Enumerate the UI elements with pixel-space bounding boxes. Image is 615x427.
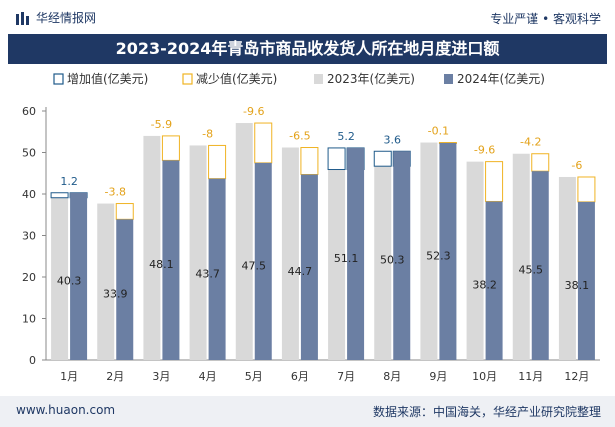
bar-2023 <box>420 142 438 360</box>
legend-2023-swatch <box>314 74 323 84</box>
legend-2023-label: 2023年(亿美元) <box>327 71 415 86</box>
change-label: -4.2 <box>520 136 541 149</box>
change-label: -3.8 <box>105 186 126 199</box>
bar-2024 <box>162 160 180 360</box>
value-label-2024: 47.5 <box>242 259 267 272</box>
value-label-2024: 38.2 <box>472 279 497 292</box>
x-tick-label: 1月 <box>60 370 78 383</box>
x-tick-label: 10月 <box>472 370 497 383</box>
bar-2023 <box>143 135 161 360</box>
decrease-box <box>300 147 319 175</box>
y-tick-label: 50 <box>22 147 36 160</box>
legend-decrease-swatch <box>182 73 193 85</box>
bar-2024 <box>208 178 226 360</box>
bar-2023 <box>281 147 299 360</box>
change-label: 3.6 <box>384 133 402 146</box>
bar-2023 <box>558 176 576 360</box>
x-tick-label: 9月 <box>429 370 447 383</box>
y-tick-label: 0 <box>29 354 36 367</box>
bar-2024 <box>393 151 411 360</box>
brand-logo-icon <box>16 11 30 25</box>
y-tick-label: 30 <box>22 230 36 243</box>
value-label-2024: 45.5 <box>519 264 544 277</box>
bar-2024 <box>439 142 457 360</box>
data-source: 数据来源：中国海关，华经产业研究院整理 <box>372 405 601 419</box>
top-bar: 华经情报网 专业严谨 • 客观科学 <box>0 0 615 34</box>
legend-increase-swatch <box>53 73 64 85</box>
value-label-2024: 40.3 <box>57 274 82 287</box>
bar-2024 <box>531 171 549 360</box>
decrease-box <box>577 176 596 203</box>
bar-2024 <box>347 147 365 360</box>
x-tick-label: 4月 <box>199 370 217 383</box>
legend-decrease-label: 减少值(亿美元) <box>196 71 277 86</box>
bar-2023 <box>512 153 530 360</box>
bar-2024 <box>485 201 503 360</box>
brand-name: 华经情报网 <box>36 11 97 25</box>
value-label-2024: 38.1 <box>565 279 590 292</box>
bar-2023 <box>97 203 115 360</box>
bar-2024 <box>70 192 88 360</box>
change-label: -0.1 <box>428 125 449 138</box>
bar-2023 <box>328 169 346 360</box>
value-label-2024: 51.1 <box>334 252 359 265</box>
change-label: -6.5 <box>289 130 310 143</box>
y-tick-label: 20 <box>22 271 36 284</box>
value-label-2024: 43.7 <box>195 267 220 280</box>
x-tick-label: 12月 <box>564 370 589 383</box>
x-tick-label: 5月 <box>245 370 263 383</box>
y-tick-label: 60 <box>22 105 36 118</box>
x-tick-label: 6月 <box>291 370 309 383</box>
change-label: -6 <box>571 159 582 172</box>
bar-2023 <box>51 197 69 360</box>
decrease-box <box>208 144 227 180</box>
decrease-box <box>531 153 550 172</box>
decrease-box <box>254 122 273 164</box>
bar-2024 <box>116 219 134 360</box>
increase-box-left <box>50 192 69 199</box>
change-label: -9.6 <box>243 105 264 118</box>
increase-box-left <box>327 147 346 171</box>
x-tick-label: 11月 <box>518 370 543 383</box>
value-label-2024: 50.3 <box>380 254 405 267</box>
brand[interactable]: 华经情报网 <box>16 9 96 26</box>
change-label: 5.2 <box>337 130 355 143</box>
bar-2024 <box>300 174 318 360</box>
legend-2024-swatch <box>444 74 453 84</box>
bar-2023 <box>466 161 484 360</box>
tagline: 专业严谨 • 客观科学 <box>490 12 601 26</box>
bar-2024 <box>254 162 272 360</box>
bar-2023 <box>189 145 207 360</box>
y-tick-label: 10 <box>22 313 36 326</box>
bar-2023 <box>374 166 392 360</box>
value-label-2024: 33.9 <box>103 288 128 301</box>
legend-increase-label: 增加值(亿美元) <box>67 71 148 86</box>
x-tick-label: 7月 <box>337 370 355 383</box>
decrease-box <box>485 161 504 202</box>
website-link[interactable]: www.huaon.com <box>16 403 116 417</box>
value-label-2024: 52.3 <box>426 249 451 262</box>
chart-title: 2023-2024年青岛市商品收发货人所在地月度进口额 <box>8 34 607 64</box>
change-label: -9.6 <box>474 144 495 157</box>
y-tick-label: 40 <box>22 188 36 201</box>
change-label: -8 <box>202 127 213 140</box>
x-tick-label: 8月 <box>383 370 401 383</box>
footer: www.huaon.com 数据来源：中国海关，华经产业研究院整理 <box>0 396 615 427</box>
chart-area: 增加值(亿美元) 减少值(亿美元) 2023年(亿美元) 2024年(亿美元) 0 10 2… <box>0 64 615 394</box>
bar-2024 <box>577 201 595 360</box>
decrease-box <box>115 203 134 220</box>
change-label: 1.2 <box>60 175 78 188</box>
value-label-2024: 44.7 <box>288 265 313 278</box>
decrease-box <box>161 135 180 161</box>
value-label-2024: 48.1 <box>149 258 174 271</box>
increase-box-left <box>373 150 392 167</box>
change-label: -5.9 <box>151 118 172 131</box>
x-tick-label: 2月 <box>106 370 124 383</box>
x-tick-label: 3月 <box>152 370 170 383</box>
bar-2023 <box>235 123 253 360</box>
legend-2024-label: 2024年(亿美元) <box>457 71 545 86</box>
bar-chart: 增加值(亿美元) 减少值(亿美元) 2023年(亿美元) 2024年(亿美元) 0 10 2… <box>22 71 600 383</box>
